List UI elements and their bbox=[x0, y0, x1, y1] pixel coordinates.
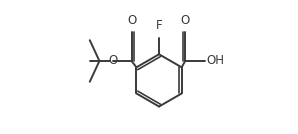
Text: OH: OH bbox=[206, 54, 224, 68]
Text: O: O bbox=[108, 54, 117, 68]
Text: F: F bbox=[156, 19, 162, 32]
Text: O: O bbox=[181, 14, 190, 27]
Text: O: O bbox=[127, 14, 136, 27]
